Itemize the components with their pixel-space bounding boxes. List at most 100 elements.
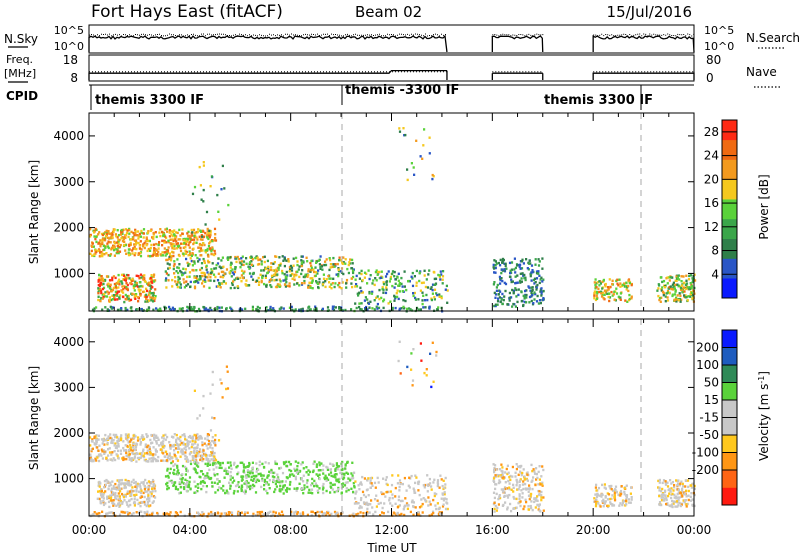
- data-cell-1678: [291, 308, 294, 312]
- data-cell-1838: [510, 278, 513, 281]
- data-cell-1277: [216, 488, 220, 492]
- data-cell-440: [202, 457, 205, 461]
- data-cell-391: [147, 444, 150, 447]
- data-cell-1916: [527, 508, 531, 511]
- data-cell-341: [110, 248, 113, 251]
- data-cell-460: [190, 228, 193, 232]
- data-cell-1977: [531, 294, 534, 297]
- data-cell-1389: [377, 272, 380, 275]
- data-cell-678: [118, 495, 121, 498]
- data-cell-1316: [164, 270, 167, 273]
- data-cell-488: [125, 451, 128, 455]
- data-cell-403: [97, 241, 101, 245]
- data-cell-1817: [503, 486, 507, 489]
- data-cell-104: [148, 450, 152, 454]
- data-cell-1327: [347, 263, 350, 267]
- data-cell-122: [189, 238, 192, 241]
- data-cell-1115: [222, 280, 225, 283]
- data-cell-711: [143, 484, 146, 488]
- data-cell-1280: [285, 464, 288, 468]
- data-cell-2275: [415, 139, 418, 142]
- data-cell-2043: [596, 500, 599, 504]
- data-cell-1330: [351, 474, 354, 477]
- data-cell-31: [90, 449, 93, 453]
- data-cell-1744: [128, 511, 131, 515]
- data-cell-1079: [306, 260, 309, 263]
- data-cell-1672: [387, 510, 390, 514]
- data-cell-188: [129, 238, 133, 241]
- data-cell-895: [333, 490, 336, 494]
- data-cell-2224: [691, 482, 694, 486]
- data-cell-1422: [430, 297, 433, 300]
- data-cell-1774: [523, 297, 526, 300]
- data-cell-2273: [398, 340, 401, 343]
- data-cell-100: [184, 443, 187, 446]
- data-cell-1179: [333, 265, 336, 268]
- data-cell-1227: [327, 274, 330, 278]
- data-cell-1686: [315, 307, 318, 310]
- data-cell-1308: [251, 469, 254, 473]
- data-cell-1128: [286, 284, 290, 288]
- data-cell-1474: [433, 494, 436, 498]
- data-cell-2237: [681, 482, 684, 486]
- data-cell-1791: [506, 472, 509, 476]
- data-cell-1697: [108, 511, 111, 514]
- data-cell-2304: [196, 417, 199, 420]
- data-cell-1141: [336, 465, 339, 468]
- data-cell-374: [124, 436, 128, 439]
- data-cell-230: [117, 242, 120, 245]
- data-cell-1180: [247, 475, 250, 478]
- data-cell-1759: [362, 511, 365, 515]
- data-cell-1304: [334, 282, 337, 285]
- data-cell-1536: [357, 294, 360, 297]
- data-cell-477: [198, 242, 202, 246]
- data-cell-368: [93, 442, 96, 446]
- data-cell-836: [331, 265, 334, 269]
- data-cell-1449: [396, 276, 399, 279]
- data-cell-446: [99, 251, 102, 254]
- data-cell-931: [193, 285, 197, 288]
- data-cell-1453: [397, 284, 400, 287]
- data-cell-298: [188, 246, 191, 249]
- data-cell-464: [134, 232, 137, 235]
- velocity-colorbar-label: Velocity [m s-1]: [757, 371, 771, 461]
- data-cell-2156: [689, 295, 692, 298]
- data-cell-2096: [619, 494, 622, 497]
- data-cell-2103: [681, 288, 685, 291]
- data-cell-1013: [278, 480, 281, 483]
- data-cell-446: [177, 445, 180, 448]
- data-cell-1456: [407, 280, 410, 283]
- data-cell-53: [128, 458, 131, 461]
- data-cell-1892: [504, 471, 507, 474]
- data-cell-448: [163, 251, 166, 254]
- data-cell-151: [193, 238, 196, 241]
- data-cell-1116: [233, 479, 236, 482]
- data-cell-35: [175, 438, 178, 442]
- data-cell-2146: [666, 485, 670, 488]
- data-cell-2084: [596, 492, 599, 496]
- data-cell-1515: [415, 281, 418, 284]
- data-cell-296: [120, 228, 123, 232]
- data-cell-1015: [263, 480, 266, 483]
- data-cell-459: [173, 433, 176, 436]
- data-cell-1279: [204, 462, 207, 466]
- data-cell-1971: [535, 288, 538, 291]
- data-cell-2278: [425, 374, 428, 377]
- data-cell-1003: [342, 272, 345, 276]
- data-cell-1468: [426, 286, 430, 289]
- data-cell-1478: [378, 288, 381, 292]
- data-cell-1531: [403, 504, 406, 507]
- data-cell-315: [157, 438, 160, 441]
- data-cell-206: [133, 253, 136, 257]
- data-cell-1262: [208, 477, 211, 480]
- data-cell-894: [198, 275, 202, 278]
- data-cell-1090: [338, 281, 341, 285]
- data-cell-1059: [191, 268, 194, 272]
- data-cell-1144: [165, 272, 168, 275]
- data-cell-2151: [672, 502, 675, 505]
- data-cell-334: [150, 460, 153, 463]
- data-cell-855: [216, 482, 219, 485]
- data-cell-1011: [339, 471, 342, 475]
- data-cell-1407: [444, 483, 447, 486]
- data-cell-1748: [338, 306, 341, 309]
